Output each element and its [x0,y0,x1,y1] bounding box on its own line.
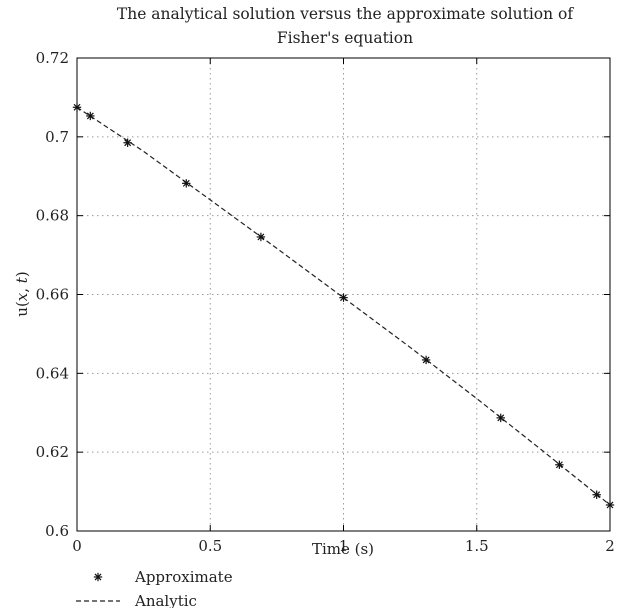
x-tick-label: 1.5 [465,537,489,555]
approximate-point [86,111,95,121]
legend-approximate-label: Approximate [134,568,233,586]
y-tick-label: 0.68 [36,207,69,225]
approximate-point [555,460,564,469]
y-tick-label: 0.7 [45,128,69,146]
x-tick-label: 0.5 [198,537,222,555]
y-tick-label: 0.72 [36,49,69,67]
approximate-point [605,500,615,510]
series-approximate-markers [72,103,615,510]
approximate-point [592,490,601,499]
approximate-point [182,179,191,188]
y-axis-label-close: ) [13,271,31,277]
star-stroke [593,491,601,499]
chart-title-line-1: The analytical solution versus the appro… [117,5,574,23]
legend-analytic-label: Analytic [134,592,197,608]
legend-approximate-marker [93,572,103,582]
y-axis-label: u(x, t) [13,271,31,316]
star-stroke [340,294,347,302]
star-stroke [555,461,563,469]
star-stroke [182,179,190,187]
star-stroke [422,356,430,364]
y-tick-labels: 0.6 0.62 0.64 0.66 0.68 0.7 0.72 [36,49,69,540]
star-stroke [257,233,265,241]
legend-star-glyph [93,572,103,582]
x-tick-labels: 0 0.5 1 1.5 2 [72,537,615,555]
star-stroke [606,501,614,509]
legend: Approximate Analytic [76,568,233,608]
y-tick-label: 0.66 [36,286,69,304]
y-tick-label: 0.6 [45,522,69,540]
x-tick-label: 2 [605,537,615,555]
y-axis-label-var-t: t [13,276,31,283]
y-axis-label-var-x: x [13,292,31,301]
approximate-point [72,103,82,112]
y-tick-label: 0.64 [36,364,69,382]
x-axis-label: Time (s) [312,540,374,558]
y-axis-label-base: u( [13,301,31,317]
approximate-point [339,293,348,302]
chart-title-line-2: Fisher's equation [277,29,413,47]
approximate-point [123,138,132,147]
y-tick-label: 0.62 [36,443,69,461]
star-stroke [86,112,94,120]
star-stroke [497,414,505,422]
y-axis-label-separator: , [13,283,31,293]
approximate-point [421,355,431,365]
star-stroke [73,103,81,111]
approximate-point [496,413,505,423]
star-stroke [94,573,102,581]
approximate-point [256,232,266,242]
x-tick-label: 0 [72,537,82,555]
series-analytic-line [76,106,611,506]
star-stroke [124,139,132,147]
x-tick-label: 1 [339,537,349,555]
axis-ticks [76,57,611,532]
